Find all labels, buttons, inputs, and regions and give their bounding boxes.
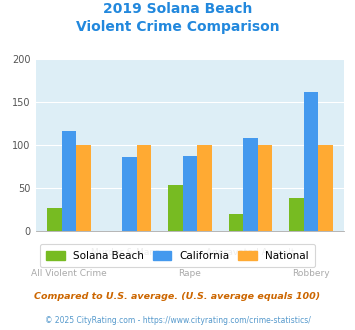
Bar (243, 138, 258, 231)
Text: Rape: Rape (179, 269, 201, 278)
Bar (76, 145, 91, 231)
Text: Murder & Mans...: Murder & Mans... (91, 248, 168, 257)
Text: Violent Crime Comparison: Violent Crime Comparison (76, 20, 279, 34)
Text: Compared to U.S. average. (U.S. average equals 100): Compared to U.S. average. (U.S. average … (34, 292, 321, 301)
Text: 2019 Solana Beach: 2019 Solana Beach (103, 2, 252, 16)
Text: All Violent Crime: All Violent Crime (31, 269, 107, 278)
Text: Robbery: Robbery (292, 269, 330, 278)
Bar (183, 156, 197, 231)
Bar (197, 145, 212, 231)
Bar (168, 185, 183, 231)
Bar (318, 145, 333, 231)
Bar (289, 198, 304, 231)
Bar (47, 208, 61, 231)
Bar (304, 92, 318, 231)
Bar (258, 145, 272, 231)
Legend: Solana Beach, California, National: Solana Beach, California, National (40, 244, 315, 267)
Text: © 2025 CityRating.com - https://www.cityrating.com/crime-statistics/: © 2025 CityRating.com - https://www.city… (45, 316, 310, 325)
Bar (61, 131, 76, 231)
Bar (137, 145, 151, 231)
Bar (229, 214, 243, 231)
Bar (122, 157, 137, 231)
Text: Aggravated Assault: Aggravated Assault (206, 248, 295, 257)
